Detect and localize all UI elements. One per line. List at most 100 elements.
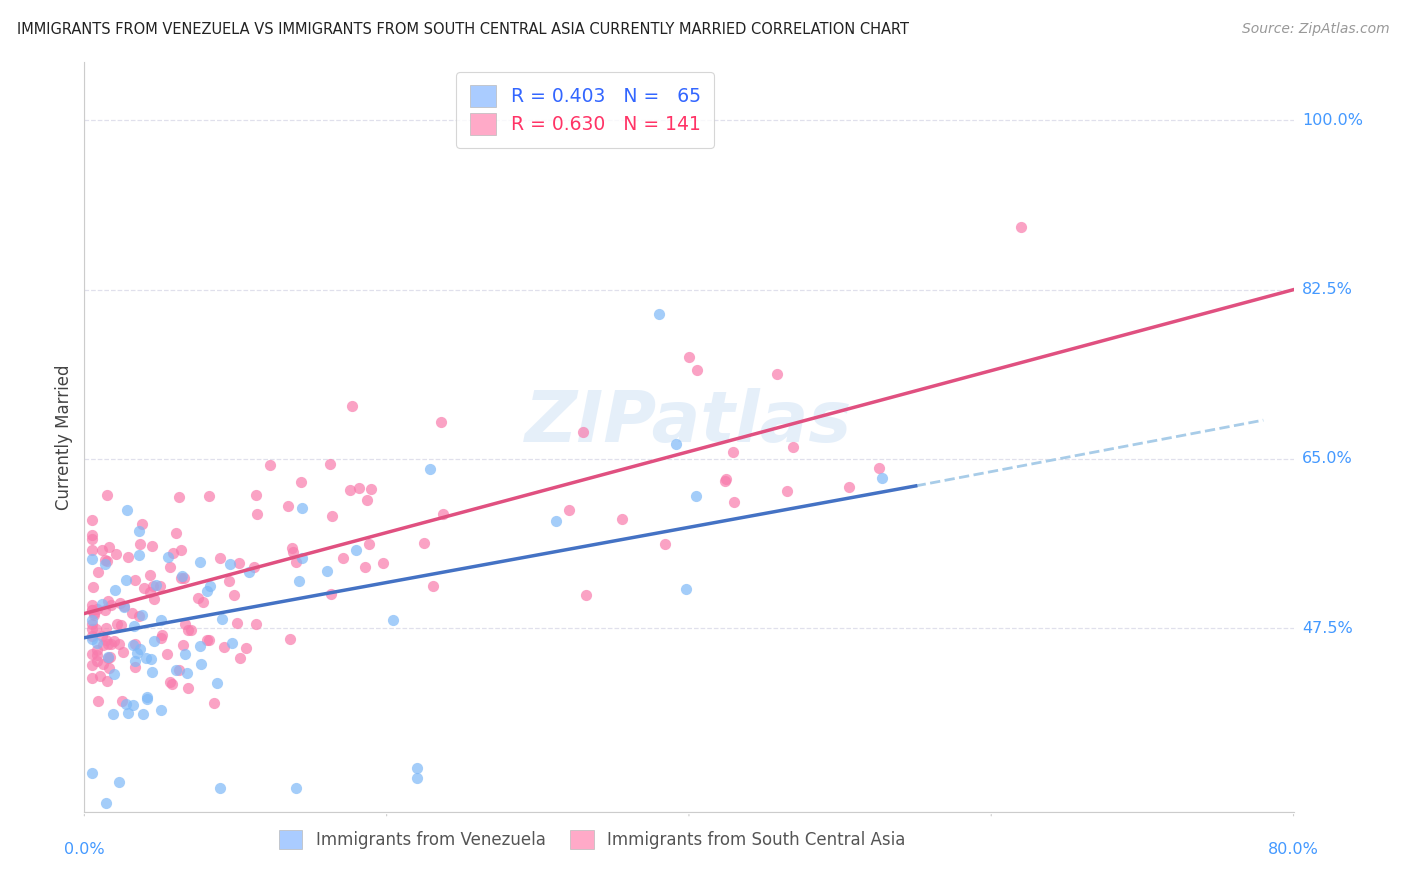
Point [112, 599, 135, 613]
Y-axis label: Currently Married: Currently Married [55, 364, 73, 510]
Point [80, 513, 103, 527]
Point [143, 634, 166, 648]
Point [225, 616, 247, 631]
Point [281, 545, 304, 559]
Point [94, 553, 117, 567]
Point [97, 649, 120, 664]
Point [94, 632, 117, 647]
Point [94, 603, 117, 617]
Point [209, 780, 232, 795]
Point [97, 594, 120, 608]
Point [685, 489, 707, 503]
Point [96, 621, 118, 635]
Point [218, 574, 240, 589]
Point [197, 633, 219, 648]
Point [177, 681, 200, 695]
Point [80, 622, 103, 636]
Point [344, 543, 367, 558]
Point [353, 559, 375, 574]
Point [139, 567, 162, 582]
Point [121, 698, 143, 713]
Point [723, 495, 745, 509]
Point [162, 546, 184, 560]
Point [224, 588, 246, 602]
Point [80, 528, 103, 542]
Point [98, 661, 121, 675]
Point [177, 624, 200, 638]
Point [150, 702, 173, 716]
Point [80, 616, 103, 631]
Point [654, 537, 676, 551]
Point [321, 509, 343, 524]
Point [648, 307, 671, 321]
Point [110, 618, 132, 632]
Point [685, 363, 707, 377]
Point [114, 573, 136, 587]
Point [104, 582, 127, 597]
Point [86, 602, 108, 616]
Point [546, 514, 568, 528]
Point [558, 503, 581, 517]
Point [221, 636, 243, 650]
Legend: Immigrants from Venezuela, Immigrants from South Central Asia: Immigrants from Venezuela, Immigrants fr… [273, 823, 912, 855]
Text: IMMIGRANTS FROM VENEZUELA VS IMMIGRANTS FROM SOUTH CENTRAL ASIA CURRENTLY MARRIE: IMMIGRANTS FROM VENEZUELA VS IMMIGRANTS … [17, 22, 908, 37]
Point [197, 632, 219, 647]
Point [132, 707, 155, 722]
Point [776, 483, 799, 498]
Point [868, 461, 890, 475]
Point [96, 488, 118, 502]
Point [245, 488, 267, 502]
Point [170, 542, 193, 557]
Point [97, 650, 120, 665]
Point [96, 554, 118, 568]
Point [131, 607, 153, 622]
Point [86, 648, 108, 662]
Point [180, 623, 202, 637]
Point [288, 574, 311, 589]
Point [128, 548, 150, 562]
Point [136, 691, 159, 706]
Point [86, 643, 108, 657]
Point [91, 597, 114, 611]
Point [665, 437, 688, 451]
Point [105, 547, 128, 561]
Point [193, 595, 215, 609]
Point [132, 581, 155, 595]
Point [135, 651, 157, 665]
Point [80, 613, 103, 627]
Point [174, 617, 197, 632]
Point [170, 571, 193, 585]
Point [80, 532, 103, 546]
Point [198, 489, 221, 503]
Point [129, 537, 152, 551]
Point [129, 642, 152, 657]
Point [80, 543, 103, 558]
Point [675, 582, 697, 597]
Point [87, 566, 110, 580]
Point [107, 775, 129, 789]
Point [190, 657, 212, 672]
Point [165, 525, 187, 540]
Point [80, 598, 103, 612]
Point [86, 654, 108, 668]
Point [187, 591, 209, 606]
Point [188, 555, 211, 569]
Point [406, 771, 429, 785]
Point [80, 765, 103, 780]
Point [141, 665, 163, 679]
Point [212, 640, 235, 655]
Point [136, 690, 159, 705]
Point [121, 607, 143, 621]
Point [143, 592, 166, 607]
Point [141, 539, 163, 553]
Point [160, 677, 183, 691]
Point [97, 637, 120, 651]
Point [124, 654, 146, 668]
Point [339, 483, 361, 498]
Point [202, 696, 225, 710]
Text: Source: ZipAtlas.com: Source: ZipAtlas.com [1241, 22, 1389, 37]
Point [100, 637, 122, 651]
Point [112, 645, 135, 659]
Text: 100.0%: 100.0% [1302, 113, 1362, 128]
Point [82, 580, 104, 594]
